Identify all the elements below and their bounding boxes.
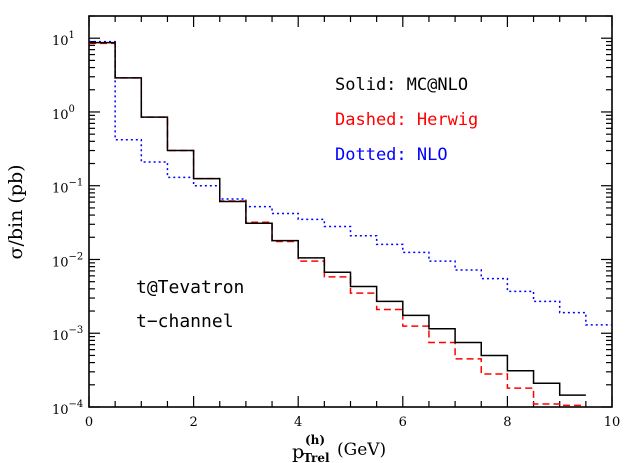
annotation-channel: t−channel [136,311,234,332]
x-axis-title-sub: Trel [303,451,330,463]
y-tick-label: 10−3 [52,325,83,344]
x-tick-label: 8 [503,415,511,430]
y-tick-label-exponent: 1 [69,30,75,41]
y-tick-label-exponent: −2 [69,251,84,262]
y-tick-label-base: 10 [52,403,69,418]
y-tick-label-exponent: −3 [69,325,84,336]
y-tick-label: 100 [52,104,75,123]
x-axis-title-sup: (h) [305,433,325,447]
legend-item-mcatnlo: Solid: MC@NLO [335,75,468,95]
series-line-solid [89,41,586,396]
y-tick-label: 10−4 [52,399,83,418]
x-axis-title-base: p [292,441,304,463]
legend-item-herwig: Dashed: Herwig [335,110,478,130]
y-tick-label-exponent: 0 [69,104,75,115]
x-tick-label: 10 [604,415,621,430]
series-group [89,40,612,407]
y-tick-label-base: 10 [52,34,69,49]
x-axis-title: p (h) Trel (GeV) [292,433,386,463]
series-line-dashed [89,42,586,407]
y-tick-label: 101 [52,30,75,49]
y-tick-label-base: 10 [52,108,69,123]
x-tick-label: 6 [399,415,407,430]
y-tick-label-base: 10 [52,182,69,197]
legend-item-nlo: Dotted: NLO [335,145,448,165]
y-tick-label-base: 10 [52,329,69,344]
y-tick-label-exponent: −1 [69,178,84,189]
x-axis-tick-labels: 0 2 4 6 8 10 [85,415,620,430]
y-tick-label-base: 10 [52,255,69,270]
y-tick-label-exponent: −4 [69,399,84,410]
legend: Solid: MC@NLO Dashed: Herwig Dotted: NLO [335,75,478,165]
x-tick-label: 4 [294,415,302,430]
y-tick-label: 10−2 [52,251,83,270]
y-axis-ticks [89,15,612,408]
x-tick-label: 2 [189,415,197,430]
x-tick-label: 0 [85,415,93,430]
annotation-collider: t@Tevatron [136,277,244,298]
y-axis-title: σ/bin (pb) [5,164,27,259]
x-axis-title-unit: (GeV) [337,440,386,460]
series-line-dotted [89,40,612,326]
y-tick-label: 10−1 [52,178,83,197]
